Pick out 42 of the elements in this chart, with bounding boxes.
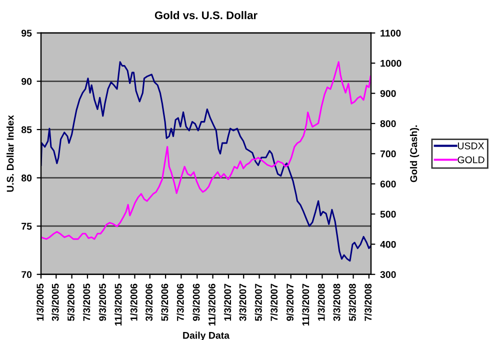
legend-label: GOLD: [458, 156, 484, 164]
x-tick-label: 5/3/2006: [161, 284, 168, 321]
y-tick-label: 70: [22, 271, 32, 278]
x-tick-label: 7/3/2005: [82, 284, 90, 321]
chart-title: Gold vs. U.S. Dollar: [154, 11, 258, 20]
y-tick-label: 75: [22, 222, 32, 230]
y-axis-title: U.S. Dollar Index: [6, 115, 14, 192]
x-tick-label: 1/3/2005: [36, 284, 44, 321]
y2-tick-label: 1000: [380, 60, 402, 67]
y2-tick-label: 700: [380, 150, 396, 158]
y2-tick-label: 900: [380, 90, 396, 97]
y2-tick-label: 800: [380, 120, 396, 128]
x-tick-label: 3/3/2005: [52, 284, 59, 322]
y2-tick-label: 300: [380, 271, 396, 278]
y2-tick-label: 400: [380, 240, 396, 248]
x-tick-label: 1/3/2008: [318, 284, 325, 321]
x-tick-label: 3/3/2007: [239, 284, 246, 322]
x-tick-label: 1/3/2006: [130, 284, 138, 321]
legend-label: USDX: [458, 142, 484, 150]
x-tick-label: 3/3/2008: [333, 284, 340, 322]
x-tick-label: 7/3/2007: [270, 284, 278, 321]
x-tick-label: 9/3/2007: [286, 284, 294, 321]
x-tick-label: 9/3/2006: [192, 284, 200, 321]
x-tick-label: 5/3/2005: [67, 284, 75, 321]
x-tick-label: 7/3/2006: [176, 284, 184, 321]
y-tick-label: 80: [21, 174, 32, 182]
x-tick-label: 7/3/2008: [364, 284, 372, 321]
y2-tick-label: 500: [380, 210, 396, 218]
x-tick-label: 11/3/2006: [208, 284, 216, 326]
y-tick-label: 95: [21, 30, 32, 37]
y2-tick-label: 600: [380, 180, 396, 188]
x-tick-label: 5/3/2008: [348, 284, 356, 321]
y-tick-label: 85: [21, 126, 32, 134]
x-tick-label: 5/3/2007: [254, 284, 262, 321]
x-tick-label: 11/3/2005: [114, 284, 122, 326]
x-tick-label: 11/3/2007: [302, 284, 310, 326]
x-tick-label: 9/3/2005: [98, 284, 106, 321]
x-tick-label: 3/3/2006: [145, 284, 153, 322]
y2-axis-title: Gold (Cash).: [410, 125, 420, 182]
y2-tick-label: 1100: [380, 30, 401, 37]
y-tick-label: 90: [21, 78, 32, 85]
x-tick-label: 1/3/2007: [224, 284, 232, 321]
